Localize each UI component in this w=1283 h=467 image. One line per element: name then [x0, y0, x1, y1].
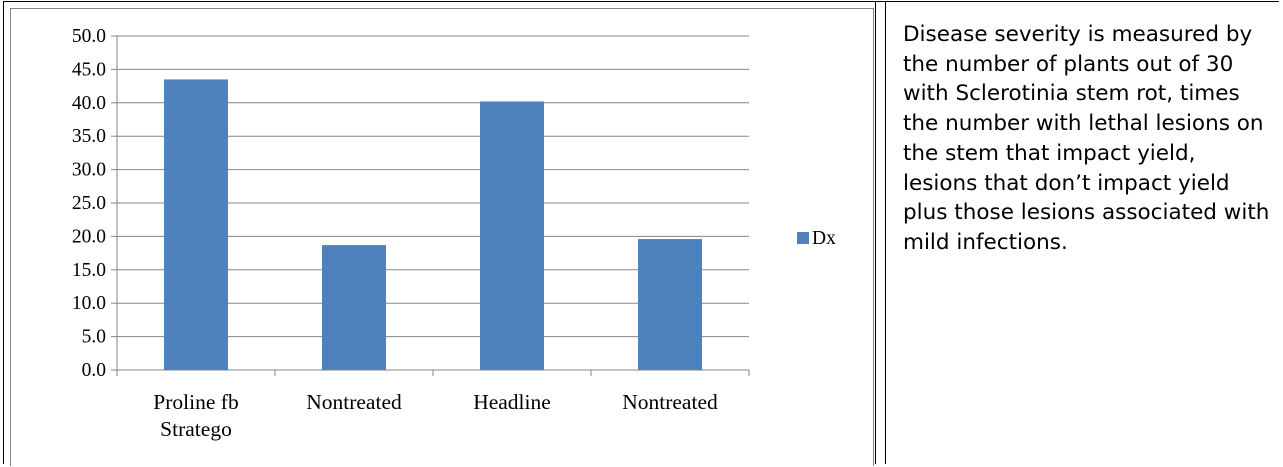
- bar-chart: 0.0 5.0 10.0 15.0 20.0 25.0 30.0 35.0 40.0 45.0 50…: [72, 26, 836, 441]
- y-tick-label: 45.0: [72, 59, 106, 80]
- bar: [164, 79, 228, 371]
- bar: [638, 239, 702, 370]
- chart-area: 0.0 5.0 10.0 15.0 20.0 25.0 30.0 35.0 40.0 45.0 50…: [10, 8, 874, 466]
- y-tick-label: 10.0: [72, 293, 106, 314]
- x-category-label: Nontreated: [306, 390, 402, 414]
- y-tick-label: 35.0: [72, 126, 106, 147]
- y-tick-label: 15.0: [72, 260, 106, 281]
- y-tick-label: 40.0: [72, 93, 106, 114]
- legend-swatch: [797, 232, 809, 244]
- y-tick-label: 0.0: [82, 360, 106, 381]
- legend-label: Dx: [812, 228, 836, 249]
- x-category-label: Stratego: [160, 417, 232, 441]
- x-category-label: Headline: [473, 390, 551, 414]
- x-category-label: Proline fb: [153, 390, 238, 414]
- y-tick-label: 20.0: [72, 226, 106, 247]
- description-text: Disease severity is measured by the numb…: [903, 22, 1270, 255]
- bar: [480, 101, 544, 371]
- chart-cell: 0.0 5.0 10.0 15.0 20.0 25.0 30.0 35.0 40.0 45.0 50…: [4, 2, 876, 466]
- y-tick-label: 30.0: [72, 160, 106, 181]
- x-category-label: Nontreated: [622, 390, 718, 414]
- description-cell: Disease severity is measured by the numb…: [885, 2, 1279, 464]
- y-tick-label: 50.0: [72, 26, 106, 47]
- bar: [322, 245, 386, 370]
- y-tick-label: 5.0: [82, 327, 106, 348]
- y-tick-label: 25.0: [72, 193, 106, 214]
- table-frame: [3, 1, 1279, 464]
